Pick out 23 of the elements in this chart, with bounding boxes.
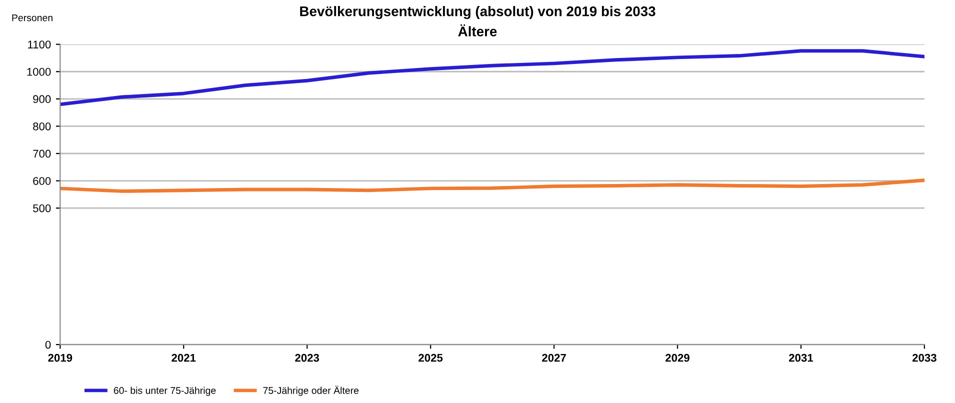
line-series <box>60 178 924 193</box>
x-tick-label: 2033 <box>912 354 936 362</box>
y-tick-label: 900 <box>33 95 51 104</box>
x-tick-label: 2025 <box>418 354 443 362</box>
x-tick-label: 2031 <box>789 354 814 362</box>
y-tick-label: 0 <box>45 340 51 349</box>
y-tick-label: 600 <box>33 177 51 185</box>
legend-label: 75-Jährige oder Ältere <box>263 386 359 396</box>
legend-label: 60- bis unter 75-Jährige <box>114 386 216 396</box>
x-tick-label: 2021 <box>172 354 196 362</box>
y-tick-label: 500 <box>33 204 51 212</box>
chart-title: Bevölkerungsentwicklung (absolut) von 2019 bis 2033 <box>300 6 656 20</box>
x-tick-label: 2023 <box>295 354 320 362</box>
line-series <box>60 49 924 106</box>
x-tick-label: 2019 <box>48 354 72 362</box>
y-tick-label: 800 <box>33 122 51 130</box>
x-tick-label: 2027 <box>542 354 566 362</box>
y-tick-label: 1000 <box>27 68 51 76</box>
x-tick-label: 2029 <box>666 354 690 362</box>
chart-subtitle: Ältere <box>458 24 497 36</box>
y-axis-title: Personen <box>12 14 52 22</box>
y-tick-label: 1100 <box>28 40 51 48</box>
y-tick-label: 700 <box>33 150 51 158</box>
